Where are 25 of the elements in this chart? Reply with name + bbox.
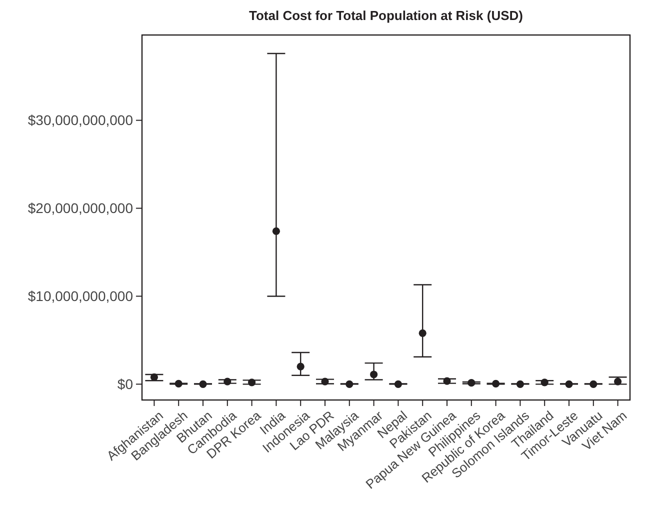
point [565,380,573,388]
point [492,380,500,388]
point [370,370,378,378]
point [540,378,548,386]
point [199,380,207,388]
point [272,227,280,235]
point [248,378,256,386]
point [174,380,182,388]
point [394,380,402,388]
point [443,377,451,385]
point [296,362,304,370]
chart-title: Total Cost for Total Population at Risk (USD) [249,8,523,23]
y-tick-label: $0 [117,376,134,392]
y-tick-label: $10,000,000,000 [28,288,134,304]
point [590,380,598,388]
point [346,380,354,388]
point [418,329,426,337]
y-tick-label: $30,000,000,000 [28,112,134,128]
point [321,378,329,386]
point [224,378,232,386]
point [150,373,158,381]
y-tick-label: $20,000,000,000 [28,200,134,216]
point [468,379,476,387]
point [614,378,622,386]
point [516,380,524,388]
